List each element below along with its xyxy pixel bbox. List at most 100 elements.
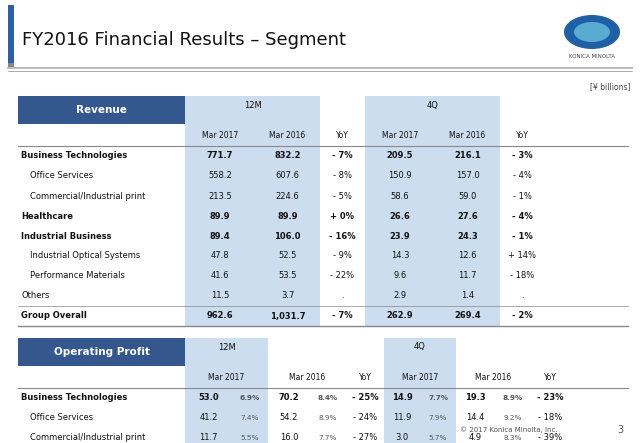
Text: Mar 2017: Mar 2017 — [209, 373, 244, 381]
Text: 59.0: 59.0 — [458, 191, 477, 201]
Text: + 0%: + 0% — [330, 211, 355, 221]
Text: - 2%: - 2% — [512, 311, 533, 320]
Bar — [365, 96, 500, 326]
Text: - 23%: - 23% — [537, 393, 564, 403]
Bar — [185, 338, 268, 443]
Text: 58.6: 58.6 — [390, 191, 410, 201]
Text: 8.3%: 8.3% — [504, 435, 522, 441]
Text: 14.4: 14.4 — [467, 413, 484, 423]
Text: 47.8: 47.8 — [211, 252, 229, 260]
Text: 4.9: 4.9 — [469, 434, 482, 443]
Text: 14.9: 14.9 — [392, 393, 412, 403]
Text: 150.9: 150.9 — [388, 171, 412, 180]
Text: 12M: 12M — [218, 342, 236, 351]
Text: Industrial Business: Industrial Business — [21, 232, 111, 241]
Text: 8.9%: 8.9% — [319, 415, 337, 421]
Text: 52.5: 52.5 — [278, 252, 297, 260]
Text: 216.1: 216.1 — [454, 152, 481, 160]
Text: Revenue: Revenue — [76, 105, 127, 115]
Text: Mar 2016: Mar 2016 — [476, 373, 511, 381]
Text: 3.0: 3.0 — [396, 434, 408, 443]
Text: Industrial Optical Systems: Industrial Optical Systems — [30, 252, 140, 260]
Text: 12.6: 12.6 — [458, 252, 477, 260]
Text: YoY: YoY — [336, 131, 349, 140]
Bar — [18, 338, 185, 366]
Text: 11.5: 11.5 — [211, 291, 229, 300]
Ellipse shape — [574, 22, 610, 42]
Text: 771.7: 771.7 — [207, 152, 233, 160]
Text: Performance Materials: Performance Materials — [30, 272, 125, 280]
Text: 89.9: 89.9 — [210, 211, 230, 221]
Text: 24.3: 24.3 — [457, 232, 478, 241]
Text: - 3%: - 3% — [512, 152, 533, 160]
Text: 1,031.7: 1,031.7 — [269, 311, 305, 320]
Text: 54.2: 54.2 — [280, 413, 298, 423]
Text: 41.2: 41.2 — [199, 413, 218, 423]
Text: Healthcare: Healthcare — [21, 211, 73, 221]
Text: 213.5: 213.5 — [208, 191, 232, 201]
Bar — [8, 63, 14, 69]
Text: 607.6: 607.6 — [275, 171, 300, 180]
Text: 209.5: 209.5 — [387, 152, 413, 160]
Text: 4Q: 4Q — [414, 342, 426, 351]
Text: 269.4: 269.4 — [454, 311, 481, 320]
Text: - 1%: - 1% — [513, 191, 532, 201]
Text: - 8%: - 8% — [333, 171, 352, 180]
Text: 23.9: 23.9 — [390, 232, 410, 241]
Text: - 7%: - 7% — [332, 311, 353, 320]
Text: Commercial/Industrial print: Commercial/Industrial print — [30, 191, 145, 201]
Text: 14.3: 14.3 — [391, 252, 409, 260]
Text: 8.4%: 8.4% — [318, 395, 338, 401]
Text: - 1%: - 1% — [512, 232, 533, 241]
Text: - 5%: - 5% — [333, 191, 352, 201]
Bar — [384, 338, 456, 443]
Text: - 39%: - 39% — [538, 434, 563, 443]
Text: 3.7: 3.7 — [281, 291, 294, 300]
Text: 12M: 12M — [244, 101, 261, 109]
Text: - 4%: - 4% — [513, 171, 532, 180]
Text: 106.0: 106.0 — [275, 232, 301, 241]
Text: FY2016 Financial Results – Segment: FY2016 Financial Results – Segment — [22, 31, 346, 49]
Text: [¥ billions]: [¥ billions] — [589, 82, 630, 91]
Text: - 22%: - 22% — [330, 272, 355, 280]
Text: 157.0: 157.0 — [456, 171, 479, 180]
Text: © 2017 Konica Minolta, Inc.: © 2017 Konica Minolta, Inc. — [460, 427, 557, 433]
Text: - 18%: - 18% — [538, 413, 563, 423]
Text: 26.6: 26.6 — [390, 211, 410, 221]
Text: - 4%: - 4% — [512, 211, 533, 221]
Text: Mar 2017: Mar 2017 — [382, 131, 418, 140]
Text: 11.7: 11.7 — [199, 434, 218, 443]
Text: - 18%: - 18% — [510, 272, 534, 280]
Text: 9.6: 9.6 — [394, 272, 406, 280]
Bar — [8, 5, 14, 63]
Text: 5.7%: 5.7% — [429, 435, 447, 441]
Text: 53.5: 53.5 — [278, 272, 297, 280]
Text: KONICA MINOLTA: KONICA MINOLTA — [569, 54, 615, 58]
Text: Commercial/Industrial print: Commercial/Industrial print — [30, 434, 145, 443]
Text: Office Services: Office Services — [30, 413, 93, 423]
Text: Mar 2017: Mar 2017 — [402, 373, 438, 381]
Text: 4Q: 4Q — [427, 101, 438, 109]
Text: - 9%: - 9% — [333, 252, 352, 260]
Text: YoY: YoY — [358, 373, 371, 381]
Text: 9.2%: 9.2% — [504, 415, 522, 421]
Text: 558.2: 558.2 — [208, 171, 232, 180]
Text: 89.4: 89.4 — [210, 232, 230, 241]
Text: + 14%: + 14% — [509, 252, 536, 260]
Text: 89.9: 89.9 — [277, 211, 298, 221]
Text: - 27%: - 27% — [353, 434, 377, 443]
Text: 19.3: 19.3 — [465, 393, 486, 403]
Text: 70.2: 70.2 — [278, 393, 300, 403]
Text: 11.9: 11.9 — [393, 413, 411, 423]
Text: 7.7%: 7.7% — [319, 435, 337, 441]
Text: 53.0: 53.0 — [198, 393, 219, 403]
Text: Operating Profit: Operating Profit — [54, 347, 150, 357]
Text: Mar 2017: Mar 2017 — [202, 131, 238, 140]
Text: 11.7: 11.7 — [458, 272, 477, 280]
Text: Mar 2016: Mar 2016 — [269, 131, 306, 140]
Text: 224.6: 224.6 — [276, 191, 300, 201]
Text: 41.6: 41.6 — [211, 272, 229, 280]
Text: - 16%: - 16% — [329, 232, 356, 241]
Text: Mar 2016: Mar 2016 — [289, 373, 325, 381]
Text: 262.9: 262.9 — [387, 311, 413, 320]
